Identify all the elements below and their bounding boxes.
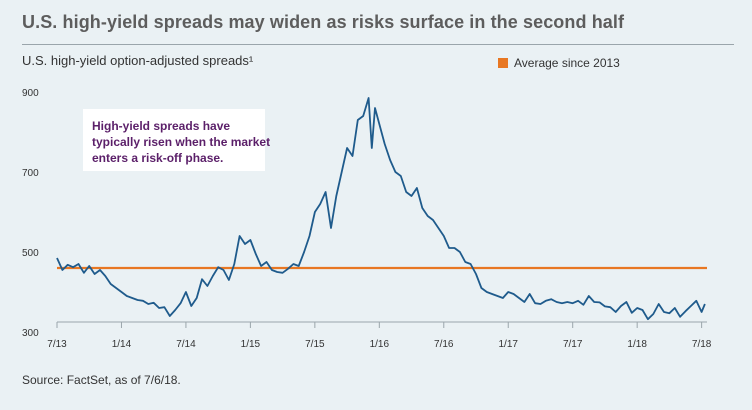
x-tick-label: 7/18 xyxy=(692,339,712,350)
chart-title: U.S. high-yield spreads may widen as ris… xyxy=(22,12,625,32)
y-tick-label: 900 xyxy=(22,88,39,99)
legend: Average since 2013 xyxy=(498,56,620,70)
y-tick-label: 500 xyxy=(22,248,39,259)
x-tick-label: 7/13 xyxy=(47,339,67,350)
legend-label-average: Average since 2013 xyxy=(514,56,620,70)
y-axis: 300 500 700 900 xyxy=(22,88,39,339)
annotation: High-yield spreads have typically risen w… xyxy=(83,109,270,171)
x-tick-label: 7/17 xyxy=(563,339,583,350)
x-tick-label: 1/17 xyxy=(499,339,519,350)
annotation-text: High-yield spreads have typically risen w… xyxy=(92,119,270,165)
x-tick-label: 1/14 xyxy=(112,339,132,350)
x-tick-label: 7/14 xyxy=(176,339,196,350)
x-tick-label: 7/16 xyxy=(434,339,454,350)
title-divider xyxy=(22,44,734,45)
chart-subtitle: U.S. high-yield option-adjusted spreads¹ xyxy=(22,53,254,68)
x-tick-label: 7/15 xyxy=(305,339,325,350)
series-line-hy-spreads xyxy=(56,97,706,321)
y-tick-label: 300 xyxy=(22,328,39,339)
x-tick-label: 1/18 xyxy=(627,339,647,350)
y-tick-label: 700 xyxy=(22,168,39,179)
source-note: Source: FactSet, as of 7/6/18. xyxy=(22,373,181,387)
x-tick-label: 1/16 xyxy=(370,339,390,350)
annotation-box xyxy=(83,109,265,171)
x-tick-label: 1/15 xyxy=(241,339,261,350)
x-axis: 7/13 1/14 7/14 1/15 7/15 1/16 7/16 1/17 7/17 1/18… xyxy=(47,321,712,350)
legend-swatch-average xyxy=(498,58,508,68)
